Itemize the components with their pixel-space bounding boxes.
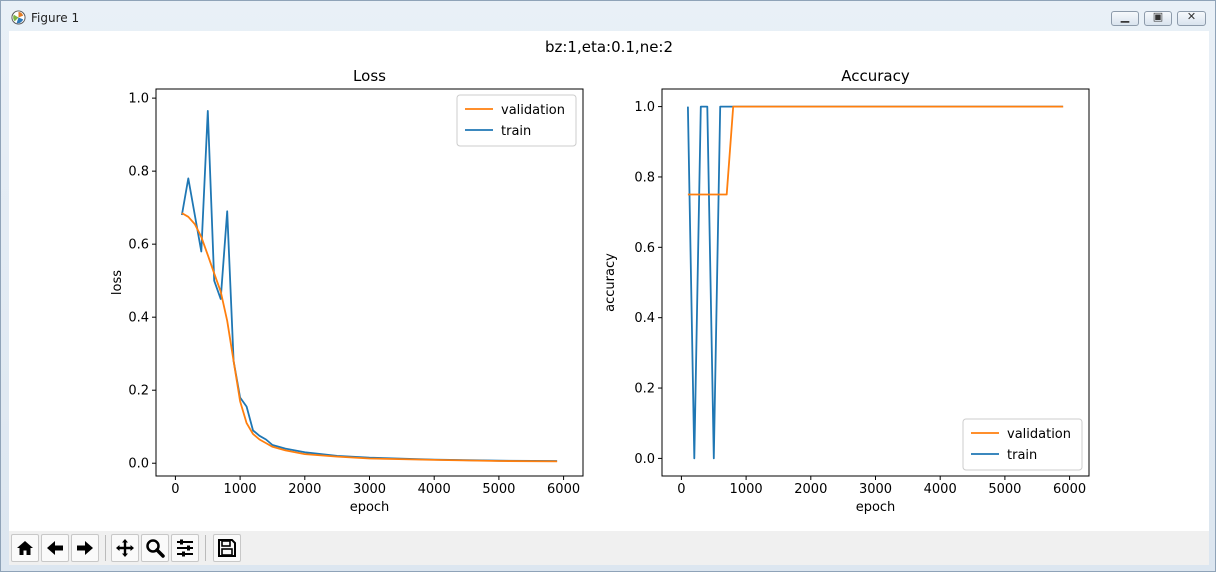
y-axis-label: accuracy — [603, 253, 618, 312]
y-tick-label: 0.2 — [634, 382, 655, 397]
loss-chart-title: Loss — [353, 67, 386, 85]
figure-suptitle: bz:1,eta:0.1,ne:2 — [545, 38, 673, 56]
y-tick-label: 0.4 — [128, 311, 149, 326]
x-tick-label: 1000 — [224, 482, 257, 497]
x-tick-label: 0 — [171, 482, 179, 497]
forward-button[interactable] — [71, 534, 99, 562]
legend-label: train — [501, 124, 531, 139]
y-tick-label: 0.6 — [128, 238, 149, 253]
x-tick-label: 6000 — [547, 482, 580, 497]
x-tick-label: 6000 — [1053, 482, 1086, 497]
minimize-button[interactable]: ▁ — [1111, 10, 1139, 26]
x-tick-label: 0 — [677, 482, 685, 497]
legend-label: validation — [501, 103, 565, 118]
zoom-icon — [146, 539, 165, 558]
x-tick-label: 1000 — [730, 482, 763, 497]
legend: validation train — [962, 418, 1083, 471]
x-tick-label: 5000 — [482, 482, 515, 497]
back-icon — [47, 541, 63, 555]
zoom-button[interactable] — [141, 534, 169, 562]
toolbar-separator — [105, 535, 106, 561]
y-tick-label: 0.6 — [634, 241, 655, 256]
validation-series-line — [181, 212, 558, 463]
close-button[interactable]: ✕ — [1177, 10, 1206, 26]
y-tick-label: 0.2 — [128, 384, 149, 399]
legend-box — [962, 418, 1083, 471]
x-tick-label: 5000 — [988, 482, 1021, 497]
x-tick-label: 4000 — [418, 482, 451, 497]
save-icon — [218, 539, 236, 557]
maximize-button[interactable]: ▣ — [1144, 10, 1172, 26]
close-icon: ✕ — [1186, 10, 1197, 23]
toolbar-separator — [205, 535, 206, 561]
legend: validation train — [456, 94, 577, 147]
train-series-line — [181, 110, 558, 462]
pan-icon — [116, 539, 134, 557]
minimize-icon: ▁ — [1120, 10, 1130, 23]
y-tick-label: 0.0 — [634, 452, 655, 467]
x-tick-label: 2000 — [794, 482, 827, 497]
figure-canvas[interactable]: bz:1,eta:0.1,ne:2 Loss 0 1000 2000 3000 4000 5… — [9, 31, 1209, 531]
accuracy-axes: Accuracy 0 1000 2000 3000 4000 5000 6000 0.0 0.2 0… — [603, 67, 1090, 515]
legend-label: train — [1007, 448, 1037, 463]
y-axis-label: loss — [110, 270, 125, 295]
y-tick-label: 0.8 — [634, 170, 655, 185]
configure-subplots-icon — [177, 539, 193, 557]
axes-frame — [661, 88, 1090, 477]
x-axis-label: epoch — [350, 500, 390, 515]
x-tick-label: 3000 — [353, 482, 386, 497]
navigation-toolbar — [9, 531, 1209, 565]
matplotlib-app-icon — [11, 10, 26, 25]
figure-svg: bz:1,eta:0.1,ne:2 Loss 0 1000 2000 3000 4000 5… — [110, 38, 1090, 515]
y-tick-label: 0.8 — [128, 165, 149, 180]
axes-frame — [155, 88, 584, 477]
y-tick-label: 0.4 — [634, 311, 655, 326]
pan-button[interactable] — [111, 534, 139, 562]
back-button[interactable] — [41, 534, 69, 562]
home-icon — [17, 541, 33, 555]
x-tick-label: 3000 — [859, 482, 892, 497]
train-series-line — [687, 105, 1064, 460]
y-tick-label: 1.0 — [128, 92, 149, 107]
y-tick-label: 1.0 — [634, 100, 655, 115]
home-button[interactable] — [11, 534, 39, 562]
x-tick-label: 4000 — [924, 482, 957, 497]
y-tick-label: 0.0 — [128, 457, 149, 472]
x-axis-label: epoch — [856, 500, 896, 515]
accuracy-chart-title: Accuracy — [841, 67, 910, 85]
configure-subplots-button[interactable] — [171, 534, 199, 562]
x-tick-label: 2000 — [288, 482, 321, 497]
loss-axes: Loss 0 1000 2000 3000 4000 5000 6000 0.0 0.2 0.4 0.… — [110, 67, 584, 515]
forward-icon — [77, 541, 93, 555]
legend-label: validation — [1007, 427, 1071, 442]
save-button[interactable] — [213, 534, 241, 562]
window-title: Figure 1 — [31, 11, 80, 25]
title-bar[interactable]: Figure 1 ▁ ▣ ✕ — [1, 1, 1215, 31]
maximize-icon: ▣ — [1152, 10, 1164, 23]
validation-series-line — [687, 105, 1064, 196]
legend-box — [456, 94, 577, 147]
